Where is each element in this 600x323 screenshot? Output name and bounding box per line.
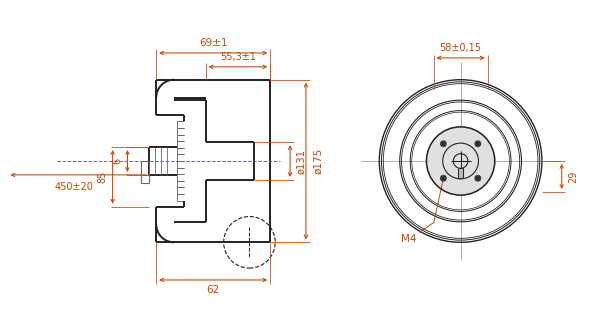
Text: 62: 62 (206, 285, 220, 295)
Text: 58±0,15: 58±0,15 (440, 43, 482, 53)
Text: ø175: ø175 (313, 148, 323, 174)
Circle shape (427, 127, 495, 195)
Text: 450±20: 450±20 (55, 182, 94, 192)
Text: 55,3±1: 55,3±1 (220, 52, 256, 62)
Bar (458, 168, 463, 178)
Text: 29: 29 (569, 170, 578, 182)
Bar (458, 168, 463, 178)
Text: 6: 6 (113, 158, 122, 164)
Circle shape (440, 141, 446, 147)
Circle shape (475, 175, 481, 181)
Text: M4: M4 (401, 234, 417, 245)
Circle shape (440, 175, 446, 181)
Text: ø131: ø131 (296, 149, 306, 173)
Text: 69±1: 69±1 (199, 38, 227, 48)
Text: 85: 85 (98, 171, 107, 183)
Circle shape (475, 141, 481, 147)
